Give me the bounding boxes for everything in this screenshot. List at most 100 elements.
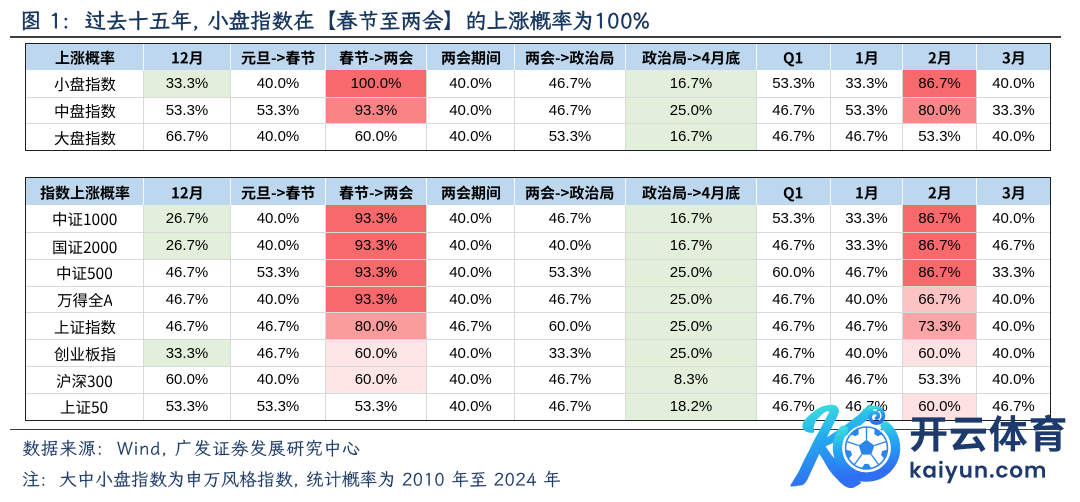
column-header: 元旦->春节 [230, 44, 325, 71]
value-cell: 40.0% [976, 124, 1050, 150]
value-cell: 40.0% [426, 393, 514, 420]
value-cell: 46.7% [514, 97, 625, 124]
value-cell: 40.0% [230, 366, 325, 393]
value-cell: 60.0% [756, 259, 830, 286]
bound-text: 沪深300 [26, 367, 27, 368]
table-row: 万得全A46.7%40.0%93.3%40.0%46.7%25.0%46.7%4… [26, 285, 1050, 313]
value-cell: 46.7% [830, 259, 902, 286]
value-cell: 86.7% [902, 259, 976, 286]
kaiyun-watermark-logo [790, 404, 901, 489]
bound-text: 指数上涨概率 [26, 178, 27, 179]
value-cell: 25.0% [625, 259, 756, 286]
value-cell: 46.7% [230, 313, 325, 340]
value-cell: 46.7% [426, 313, 514, 340]
value-cell: 40.0% [976, 286, 1050, 313]
column-header-glyphs [441, 185, 500, 200]
column-header-glyphs [928, 51, 950, 66]
bound-text: 12月 [144, 44, 145, 45]
table-header-row: 指数上涨概率 12月 元旦->春节 春节->两会 两会期间 两会->政治局 政治局->4月底… [26, 177, 1050, 206]
value-cell: 25.0% [625, 97, 756, 124]
row-label: 国证2000 [26, 233, 143, 259]
bound-text: 12月 [144, 178, 145, 179]
bound-text: 万得全A [26, 287, 27, 288]
column-header: Q1 [756, 177, 830, 206]
bound-text: Q1 [757, 178, 758, 179]
row-label: 中证500 [26, 260, 143, 286]
column-header: 两会->政治局 [514, 177, 625, 206]
column-header: 元旦->春节 [230, 177, 325, 206]
column-header-glyphs [784, 186, 803, 201]
value-cell: 40.0% [230, 124, 325, 150]
column-header-glyphs [339, 185, 413, 200]
column-header: 春节->两会 [325, 177, 426, 206]
data-source-note: 数据来源：Wind，广发证券发展研究中心 [22, 436, 361, 460]
table-row: 创业板指33.3%46.7%60.0%40.0%33.3%25.0%46.7%4… [26, 339, 1050, 366]
value-cell: 60.0% [143, 366, 230, 393]
column-header: 1月 [830, 44, 902, 71]
value-cell: 40.0% [230, 205, 325, 232]
value-cell: 66.7% [143, 124, 230, 150]
column-header: 政治局->4月底 [625, 177, 756, 206]
value-cell: 46.7% [514, 70, 625, 97]
value-cell: 46.7% [514, 366, 625, 393]
value-cell: 33.3% [976, 97, 1050, 124]
value-cell: 60.0% [325, 340, 426, 366]
bound-text: 上证50 [26, 394, 27, 395]
value-cell: 93.3% [325, 286, 426, 313]
value-cell: 46.7% [976, 393, 1050, 420]
corner-header: 上涨概率 [26, 44, 143, 70]
column-header: 3月 [976, 177, 1050, 206]
value-cell: 60.0% [902, 340, 976, 366]
value-cell: 60.0% [325, 366, 426, 393]
column-header: 12月 [143, 44, 230, 71]
value-cell: 40.0% [976, 205, 1050, 232]
watermark-domain-text: kaiyun.com [909, 455, 1047, 485]
value-cell: 40.0% [976, 313, 1050, 340]
row-label-glyphs [55, 104, 116, 119]
bound-text: 上涨概率 [26, 44, 27, 45]
row-label-glyphs [57, 293, 113, 308]
value-cell: 53.3% [756, 70, 830, 97]
column-header-glyphs [855, 185, 877, 200]
row-label: 创业板指 [26, 340, 143, 366]
value-cell: 33.3% [143, 340, 230, 366]
value-cell: 93.3% [325, 205, 426, 232]
figure-title-glyphs [22, 9, 649, 31]
bound-text: 2月 [903, 178, 904, 179]
table-row: 中证50046.7%53.3%93.3%40.0%53.3%25.0%60.0%… [26, 258, 1050, 286]
value-cell: 86.7% [902, 232, 976, 259]
value-cell: 40.0% [426, 205, 514, 232]
column-header-glyphs [526, 185, 614, 200]
bound-text: 1月 [831, 44, 832, 45]
spiral-curl [866, 405, 886, 425]
value-cell: 53.3% [230, 393, 325, 420]
row-label-glyphs [54, 130, 116, 145]
value-cell: 53.3% [325, 393, 426, 420]
table-row: 国证200026.7%40.0%93.3%40.0%40.0%16.7%46.7… [26, 231, 1050, 259]
row-label-glyphs [61, 400, 108, 415]
bound-text: 中证500 [26, 260, 27, 261]
bound-text: 元旦->春节 [231, 44, 232, 45]
value-cell: 93.3% [325, 97, 426, 124]
bound-text: 两会->政治局 [515, 44, 516, 45]
value-cell: 40.0% [514, 232, 625, 259]
value-cell: 53.3% [143, 97, 230, 124]
column-header-glyphs [241, 51, 315, 66]
column-header-glyphs [642, 185, 740, 200]
table-row: 小盘指数33.3%40.0%100.0%40.0%46.7%16.7%53.3%… [26, 70, 1050, 97]
value-cell: 46.7% [143, 259, 230, 286]
value-cell: 46.7% [976, 232, 1050, 259]
bound-text: Q1 [757, 44, 758, 45]
value-cell: 46.7% [830, 313, 902, 340]
bound-text: 两会期间 [427, 44, 428, 45]
value-cell: 46.7% [514, 286, 625, 313]
value-cell: 16.7% [625, 70, 756, 97]
value-cell: 18.2% [625, 393, 756, 420]
value-cell: 40.0% [230, 232, 325, 259]
bound-text: 元旦->春节 [231, 178, 232, 179]
bound-text: 两会->政治局 [515, 178, 516, 179]
value-cell: 46.7% [756, 313, 830, 340]
column-header-glyphs [171, 185, 202, 200]
value-cell: 53.3% [902, 366, 976, 393]
value-cell: 53.3% [514, 259, 625, 286]
